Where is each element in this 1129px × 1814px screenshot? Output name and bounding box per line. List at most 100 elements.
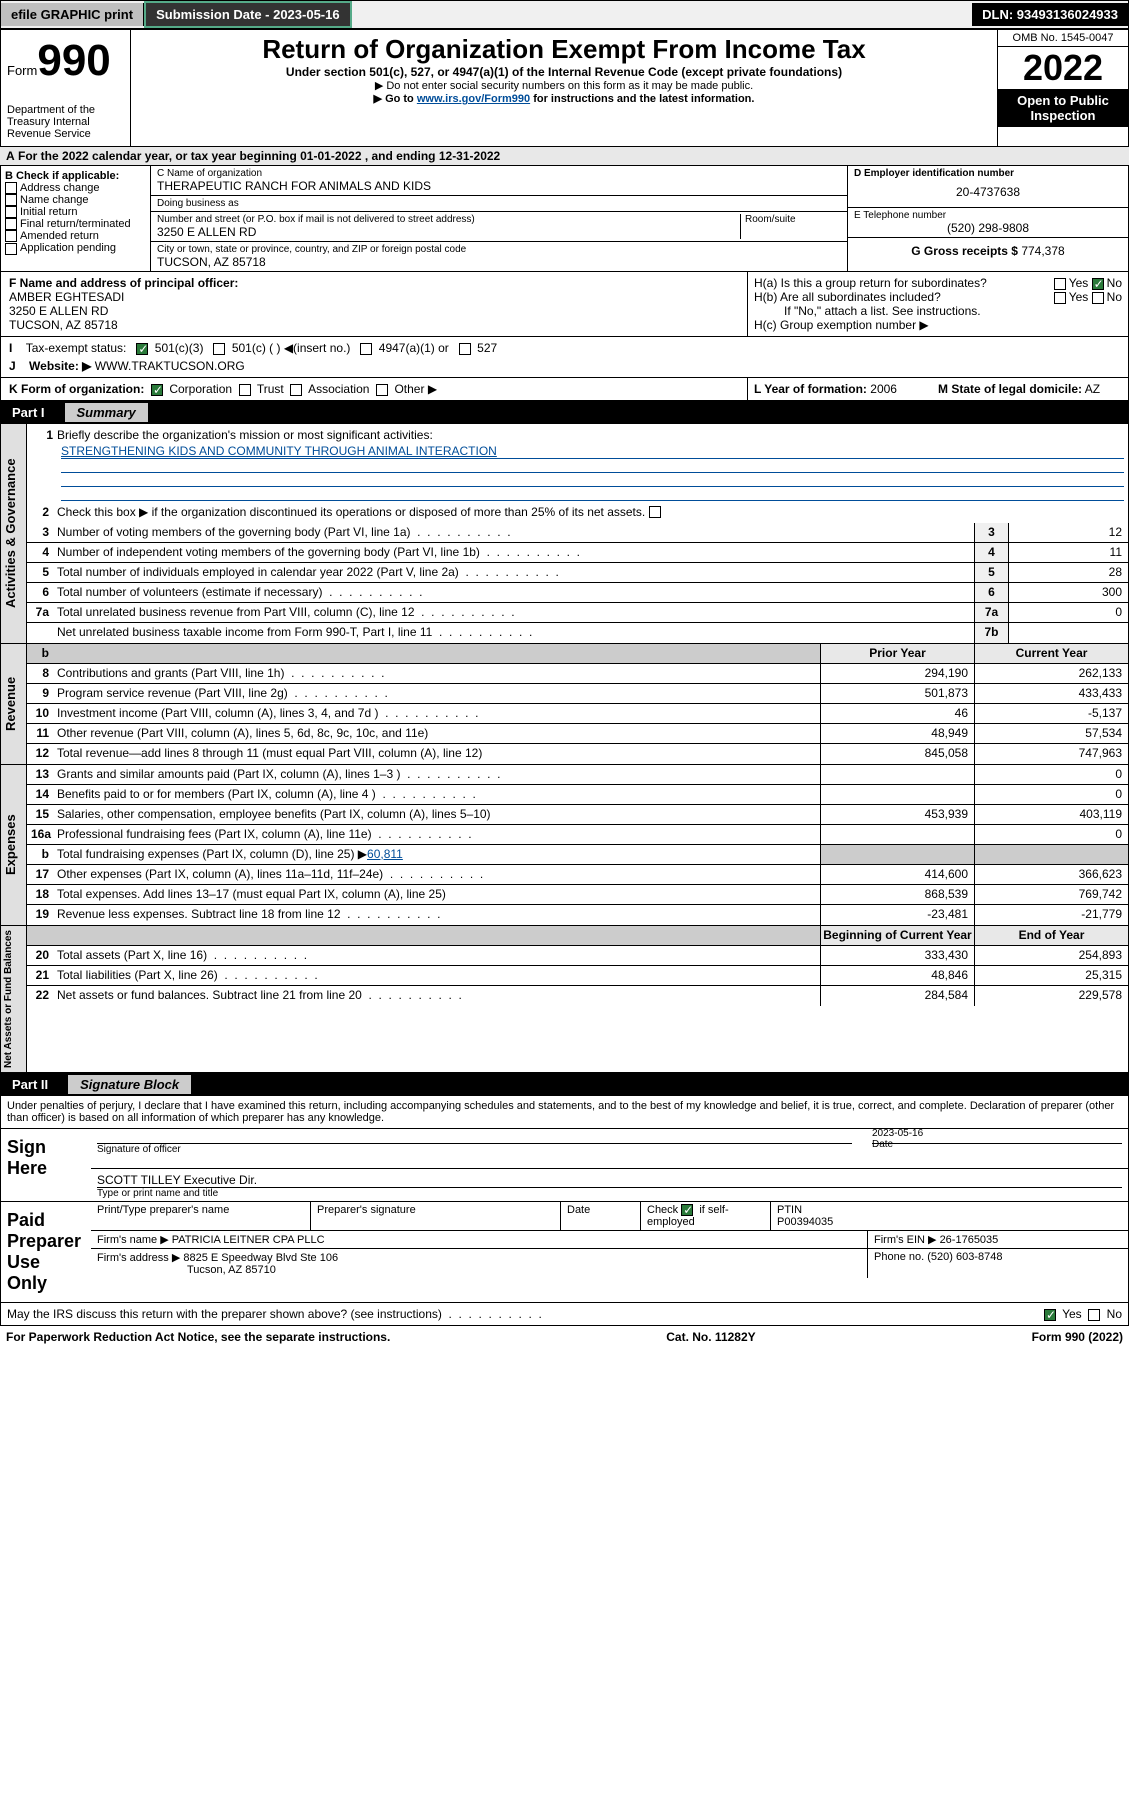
ha-no-chk[interactable] [1092,278,1104,290]
q22: Net assets or fund balances. Subtract li… [53,986,820,1006]
officer-addr1: 3250 E ALLEN RD [9,304,739,318]
q18: Total expenses. Add lines 13–17 (must eq… [53,885,820,904]
end-hdr: End of Year [974,926,1128,945]
may-no-chk[interactable] [1088,1309,1100,1321]
chk-4947[interactable] [360,343,372,355]
chk-name-change[interactable]: Name change [5,194,146,206]
chk-self-employed[interactable] [681,1204,693,1216]
psig-label: Preparer's signature [311,1202,561,1230]
q7b-text: Net unrelated business taxable income fr… [53,623,974,643]
f-h-row: F Name and address of principal officer:… [0,272,1129,337]
form-number: 990 [37,36,110,85]
efile-print-button[interactable]: efile GRAPHIC print [1,3,144,26]
officer-name: AMBER EGHTESADI [9,290,739,304]
sig-date: 2023-05-16 [872,1128,1122,1139]
ssn-note: ▶ Do not enter social security numbers o… [139,79,989,92]
part1-title: Summary [65,403,148,422]
domicile-state: AZ [1085,382,1100,396]
chk-amended-return[interactable]: Amended return [5,230,146,242]
firm-addr1: 8825 E Speedway Blvd Ste 106 [183,1252,338,1264]
may-yes-chk[interactable] [1044,1309,1056,1321]
officer-printed-name: SCOTT TILLEY Executive Dir. [97,1173,1122,1187]
p21: 48,846 [820,966,974,985]
c11: 57,534 [974,724,1128,743]
prep-phone-label: Phone no. [874,1251,924,1263]
q2-text: Check this box ▶ if the organization dis… [57,505,645,519]
fundraising-link[interactable]: 60,811 [367,847,403,861]
city-value: TUCSON, AZ 85718 [157,255,841,269]
q19: Revenue less expenses. Subtract line 18 … [53,905,820,925]
q14: Benefits paid to or for members (Part IX… [53,785,820,804]
firm-name: PATRICIA LEITNER CPA PLLC [172,1234,325,1246]
vert-governance: Activities & Governance [1,424,27,643]
vert-revenue: Revenue [1,644,27,764]
q21: Total liabilities (Part X, line 26) [53,966,820,985]
c8: 262,133 [974,664,1128,683]
chk-501c[interactable] [213,343,225,355]
phone-box: E Telephone number (520) 298-9808 [848,208,1128,238]
c20: 254,893 [974,946,1128,965]
c12: 747,963 [974,744,1128,764]
hb-no-chk[interactable] [1092,292,1104,304]
chk-initial-return[interactable]: Initial return [5,206,146,218]
v7a: 0 [1008,603,1128,622]
c21: 25,315 [974,966,1128,985]
chk-501c3[interactable] [136,343,148,355]
chk-assoc[interactable] [290,384,302,396]
p19: -23,481 [820,905,974,925]
hb-note: If "No," attach a list. See instructions… [754,304,1122,318]
ha-yes-chk[interactable] [1054,278,1066,290]
ptin-label: PTIN [777,1204,802,1216]
line-j: J Website: ▶ WWW.TRAKTUCSON.ORG [9,359,1120,373]
c16a: 0 [974,825,1128,844]
q12: Total revenue—add lines 8 through 11 (mu… [53,744,820,764]
firm-addr2: Tucson, AZ 85710 [97,1264,276,1276]
dln-label: DLN: 93493136024933 [972,3,1128,26]
q16a: Professional fundraising fees (Part IX, … [53,825,820,844]
chk-discontinued[interactable] [649,506,661,518]
form-subtitle: Under section 501(c), 527, or 4947(a)(1)… [139,65,989,79]
form-title: Return of Organization Exempt From Incom… [139,34,989,65]
v6: 300 [1008,583,1128,602]
chk-final-return[interactable]: Final return/terminated [5,218,146,230]
part2-title: Signature Block [68,1075,191,1094]
phone-value: (520) 298-9808 [854,221,1122,235]
irs-link[interactable]: www.irs.gov/Form990 [417,93,530,105]
footer-mid: Cat. No. 11282Y [666,1330,755,1344]
pdate-label: Date [561,1202,641,1230]
hb-yes-chk[interactable] [1054,292,1066,304]
goto-note: ▶ Go to www.irs.gov/Form990 for instruct… [139,92,989,105]
submission-date-button[interactable]: Submission Date - 2023-05-16 [144,1,352,28]
chk-other[interactable] [376,384,388,396]
street-label: Number and street (or P.O. box if mail i… [157,214,736,225]
ein-box: D Employer identification number 20-4737… [848,166,1128,208]
room-label: Room/suite [745,214,841,225]
v3: 12 [1008,523,1128,542]
footer-left: For Paperwork Reduction Act Notice, see … [6,1330,390,1344]
col-b-checkboxes: B Check if applicable: Address change Na… [1,166,151,271]
c19: -21,779 [974,905,1128,925]
ptname-label: Print/Type preparer's name [91,1202,311,1230]
ha-row: H(a) Is this a group return for subordin… [754,276,1122,290]
tax-year: 2022 [998,47,1128,89]
chk-trust[interactable] [239,384,251,396]
footer-right: Form 990 (2022) [1032,1330,1123,1344]
signature-block: Under penalties of perjury, I declare th… [0,1096,1129,1303]
p22: 284,584 [820,986,974,1006]
c15: 403,119 [974,805,1128,824]
ein-value: 20-4737638 [854,179,1122,205]
q13: Grants and similar amounts paid (Part IX… [53,765,820,784]
city-box: City or town, state or province, country… [151,242,847,271]
beg-hdr: Beginning of Current Year [820,926,974,945]
chk-address-change[interactable]: Address change [5,182,146,194]
page-footer: For Paperwork Reduction Act Notice, see … [0,1326,1129,1348]
q3-text: Number of voting members of the governin… [53,523,974,542]
part1-num: Part I [6,403,61,422]
calendar-year-text: For the 2022 calendar year, or tax year … [18,149,500,163]
goto-prefix: ▶ Go to [374,93,417,105]
chk-corp[interactable] [151,384,163,396]
chk-527[interactable] [459,343,471,355]
chk-application-pending[interactable]: Application pending [5,242,146,254]
declaration-text: Under penalties of perjury, I declare th… [1,1096,1128,1129]
q17: Other expenses (Part IX, column (A), lin… [53,865,820,884]
